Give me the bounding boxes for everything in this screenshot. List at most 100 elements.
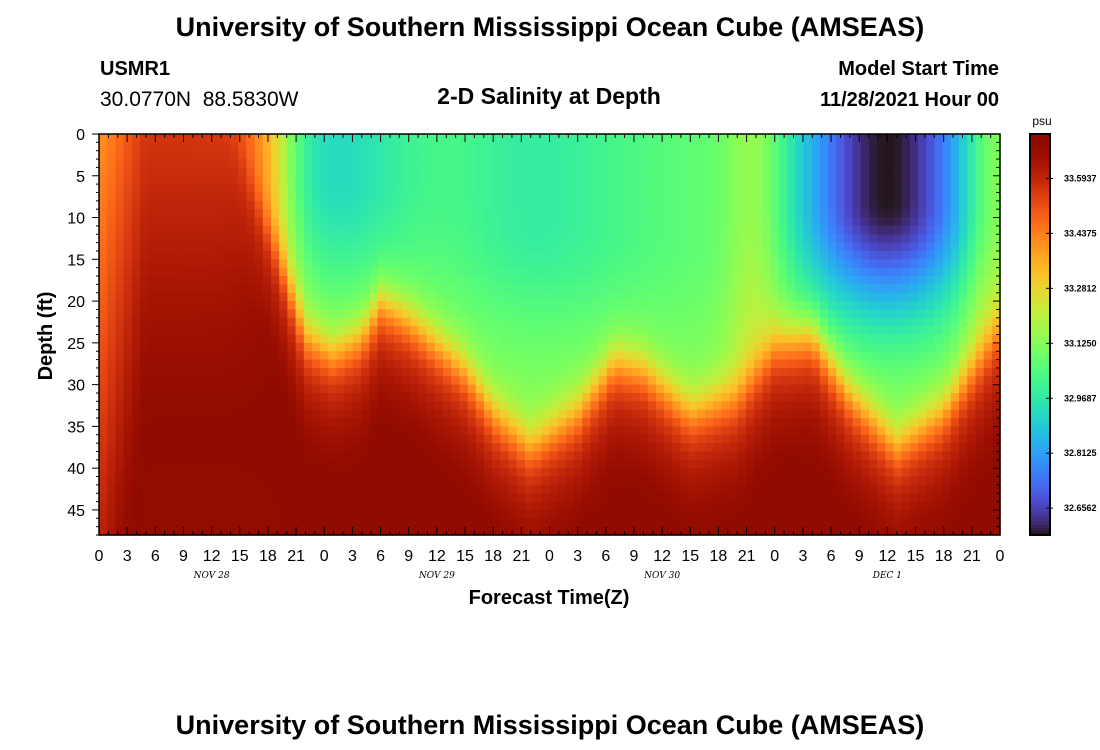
heatmap-cell bbox=[746, 476, 755, 486]
heatmap-cell bbox=[860, 234, 870, 244]
heatmap-cell bbox=[615, 451, 624, 461]
heatmap-cell bbox=[107, 301, 116, 311]
heatmap-cell bbox=[311, 401, 321, 411]
heatmap-cell bbox=[664, 443, 673, 453]
heatmap-cell bbox=[516, 518, 526, 528]
heatmap-cell bbox=[778, 501, 788, 511]
heatmap-cell bbox=[696, 326, 706, 336]
heatmap-cell bbox=[680, 526, 690, 536]
heatmap-cell bbox=[590, 284, 600, 294]
heatmap-cell bbox=[99, 359, 108, 369]
heatmap-cell bbox=[238, 276, 248, 285]
heatmap-cell bbox=[770, 242, 780, 252]
heatmap-cell bbox=[737, 250, 747, 260]
heatmap-cell bbox=[156, 501, 166, 511]
heatmap-cell bbox=[246, 418, 256, 427]
heatmap-cell bbox=[868, 501, 878, 511]
heatmap-cell bbox=[713, 150, 723, 160]
heatmap-cell bbox=[279, 250, 288, 260]
heatmap-cell bbox=[500, 175, 510, 185]
heatmap-cell bbox=[721, 518, 731, 528]
heatmap-cell bbox=[180, 334, 190, 344]
heatmap-cell bbox=[148, 434, 157, 444]
heatmap-cell bbox=[606, 184, 616, 194]
heatmap-cell bbox=[197, 484, 207, 494]
heatmap-cell bbox=[533, 518, 542, 528]
heatmap-cell bbox=[148, 351, 157, 361]
heatmap-cell bbox=[754, 326, 764, 336]
heatmap-cell bbox=[418, 509, 428, 519]
heatmap-cell bbox=[361, 392, 370, 402]
heatmap-cell bbox=[500, 250, 510, 260]
heatmap-cell bbox=[287, 334, 297, 344]
heatmap-cell bbox=[303, 267, 313, 277]
heatmap-cell bbox=[680, 342, 690, 352]
heatmap-cell bbox=[426, 451, 436, 461]
heatmap-cell bbox=[598, 493, 608, 503]
heatmap-cell bbox=[262, 376, 272, 386]
heatmap-cell bbox=[893, 250, 903, 260]
heatmap-cell bbox=[369, 317, 379, 327]
heatmap-cell bbox=[516, 225, 526, 235]
heatmap-cell bbox=[475, 351, 485, 361]
heatmap-cell bbox=[541, 401, 551, 411]
heatmap-cell bbox=[426, 526, 436, 536]
heatmap-cell bbox=[844, 200, 854, 210]
heatmap-cell bbox=[901, 267, 911, 277]
heatmap-cell bbox=[475, 526, 485, 536]
heatmap-cell bbox=[746, 326, 755, 336]
heatmap-cell bbox=[500, 334, 510, 344]
heatmap-cell bbox=[475, 317, 485, 327]
heatmap-cell bbox=[819, 401, 829, 411]
heatmap-cell bbox=[803, 309, 813, 319]
heatmap-cell bbox=[123, 276, 133, 285]
heatmap-cell bbox=[901, 434, 911, 444]
heatmap-cell bbox=[901, 426, 911, 436]
heatmap-cell bbox=[934, 142, 944, 152]
heatmap-cell bbox=[852, 284, 862, 294]
heatmap-cell bbox=[148, 225, 157, 235]
heatmap-cell bbox=[459, 409, 469, 419]
heatmap-cell bbox=[549, 401, 559, 411]
heatmap-cell bbox=[516, 184, 526, 194]
heatmap-cell bbox=[156, 526, 166, 536]
heatmap-cell bbox=[606, 209, 616, 219]
heatmap-cell bbox=[672, 476, 682, 486]
heatmap-cell bbox=[713, 434, 723, 444]
heatmap-cell bbox=[475, 459, 485, 469]
heatmap-cell bbox=[836, 509, 845, 519]
heatmap-cell bbox=[246, 301, 256, 311]
heatmap-cell bbox=[541, 150, 551, 160]
heatmap-cell bbox=[688, 526, 698, 536]
heatmap-cell bbox=[336, 384, 346, 394]
heatmap-cell bbox=[164, 476, 174, 486]
heatmap-cell bbox=[918, 184, 927, 194]
heatmap-cell bbox=[795, 518, 805, 528]
heatmap-cell bbox=[647, 384, 657, 394]
heatmap-cell bbox=[483, 284, 493, 294]
heatmap-cell bbox=[639, 184, 649, 194]
heatmap-cell bbox=[320, 443, 329, 453]
heatmap-cell bbox=[533, 468, 542, 478]
heatmap-cell bbox=[615, 468, 624, 478]
heatmap-cell bbox=[713, 250, 723, 260]
heatmap-cell bbox=[271, 443, 280, 453]
heatmap-cell bbox=[762, 334, 772, 344]
heatmap-cell bbox=[868, 167, 878, 177]
heatmap-cell bbox=[221, 384, 231, 394]
heatmap-cell bbox=[926, 376, 936, 386]
heatmap-cell bbox=[336, 518, 346, 528]
heatmap-cell bbox=[393, 167, 403, 177]
heatmap-cell bbox=[320, 150, 329, 160]
heatmap-cell bbox=[615, 301, 624, 311]
heatmap-cell bbox=[844, 309, 854, 319]
heatmap-cell bbox=[189, 209, 198, 219]
heatmap-cell bbox=[320, 192, 329, 202]
heatmap-cell bbox=[688, 301, 698, 311]
heatmap-cell bbox=[811, 167, 821, 177]
heatmap-cell bbox=[271, 184, 280, 194]
heatmap-cell bbox=[836, 284, 845, 294]
heatmap-cell bbox=[819, 184, 829, 194]
heatmap-cell bbox=[549, 284, 559, 294]
heatmap-cell bbox=[844, 192, 854, 202]
